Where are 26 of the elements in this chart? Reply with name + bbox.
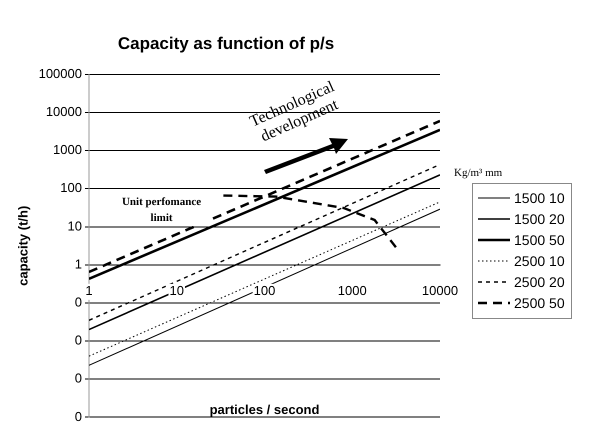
legend-label: 1500 20 xyxy=(514,211,565,228)
legend-label: 1500 10 xyxy=(514,190,565,206)
x-axis-title: particles / second xyxy=(210,402,320,417)
y-tick-label: 1 xyxy=(74,256,82,272)
y-axis-title: capacity (t/h) xyxy=(15,206,30,286)
x-tick-label: 1000 xyxy=(338,282,367,298)
x-tick-label: 1 xyxy=(85,282,93,298)
x-tick-label: 100 xyxy=(254,282,276,298)
y-tick-label: 0 xyxy=(74,370,82,386)
legend-label: 1500 50 xyxy=(514,232,565,248)
y-tick-label: 0 xyxy=(74,408,82,424)
x-tick-label: 10000 xyxy=(422,282,458,298)
y-tick-label: 100000 xyxy=(38,66,82,81)
y-tick-label: 0 xyxy=(74,294,82,310)
y-tick-label: 10000 xyxy=(46,104,82,120)
legend-label: 2500 20 xyxy=(514,274,565,290)
y-tick-label: 0 xyxy=(74,332,82,348)
x-tick-label: 10 xyxy=(170,282,184,298)
annotation: Unit perfomance limit xyxy=(114,194,210,226)
legend-label: 2500 50 xyxy=(514,295,565,312)
legend-label: 2500 10 xyxy=(514,253,565,270)
y-tick-label: 1000 xyxy=(53,142,82,158)
legend-title: Kg/m³ mm xyxy=(454,166,504,179)
y-tick-label: 10 xyxy=(68,218,82,234)
chart-title: Capacity as function of p/s xyxy=(118,34,334,53)
y-tick-label: 100 xyxy=(60,180,82,196)
